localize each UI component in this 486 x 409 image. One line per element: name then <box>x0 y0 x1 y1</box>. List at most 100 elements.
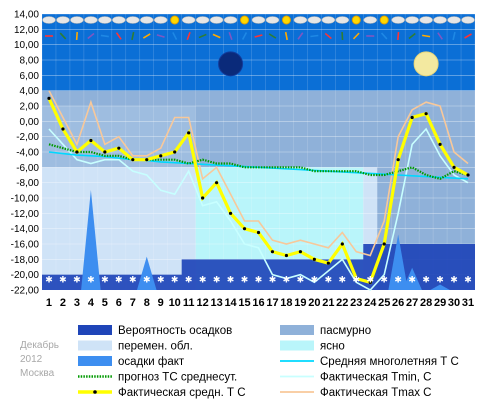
x-tick-label: 14 <box>224 297 237 309</box>
tavg-point <box>173 150 177 154</box>
wind-arrow-icon <box>142 33 151 39</box>
legend-label-tavg: Фактическая средн. Т С <box>118 387 246 399</box>
wind-arrow-icon <box>59 32 67 40</box>
snowflake-icon: ✱ <box>115 275 123 285</box>
tavg-point <box>396 158 400 162</box>
x-tick-label: 16 <box>252 297 264 309</box>
legend-swatch-partly <box>78 340 112 351</box>
wind-arrow-icon <box>268 33 277 39</box>
snowflake-icon: ✱ <box>339 275 347 285</box>
y-tick-label: -16,00 <box>11 240 40 251</box>
tavg-point <box>298 250 303 254</box>
tavg-point <box>466 173 470 177</box>
tavg-point <box>256 230 261 235</box>
sun-icon <box>379 15 389 25</box>
snowflake-icon: ✱ <box>59 275 67 285</box>
cloud-icon <box>140 16 154 24</box>
cloud-icon <box>433 16 447 24</box>
y-tick-label: 14,00 <box>14 10 39 21</box>
legend-swatch-clear <box>280 340 314 351</box>
wind-arrow-icon <box>115 32 122 40</box>
precip-fact-spike <box>136 256 157 290</box>
tavg-point <box>242 227 247 231</box>
x-tick-label: 25 <box>378 297 390 309</box>
snowflake-icon: ✱ <box>185 275 193 285</box>
full-moon-icon <box>413 51 439 77</box>
x-tick-label: 3 <box>74 297 80 309</box>
snowflake-icon: ✱ <box>45 275 53 285</box>
cloud-icon <box>405 16 419 24</box>
meta-month: Декабрь <box>20 339 59 351</box>
snowflake-icon: ✱ <box>101 275 109 285</box>
cloud-icon <box>70 16 84 24</box>
tavg-point <box>214 181 219 185</box>
cloud-icon <box>153 16 168 24</box>
y-tick-label: 12,00 <box>14 25 39 36</box>
snowflake-icon: ✱ <box>422 275 430 285</box>
tavg-point <box>61 127 65 131</box>
tavg-point <box>187 131 191 135</box>
cloud-icon <box>84 16 98 24</box>
x-tick-label: 10 <box>169 297 181 309</box>
tavg-point <box>75 150 79 154</box>
snowflake-icon: ✱ <box>241 275 249 285</box>
moon-phases <box>218 51 439 77</box>
legend-swatch-precip_prob <box>78 325 112 335</box>
x-tick-label: 20 <box>308 297 320 309</box>
wind-arrow-icon <box>452 31 456 41</box>
tavg-point <box>89 138 93 143</box>
tavg-point <box>382 242 386 246</box>
tavg-point <box>270 250 275 254</box>
wind-arrow-icon <box>131 31 135 41</box>
y-tick-label: -18,00 <box>11 255 40 266</box>
y-tick-label: -10,00 <box>11 194 40 205</box>
wind-arrow-icon <box>172 32 178 40</box>
wind-arrow-icon <box>156 34 165 38</box>
snowflake-icon: ✱ <box>283 275 291 285</box>
snowflake-icon: ✱ <box>227 275 235 285</box>
cloud-icon <box>265 16 280 24</box>
x-tick-label: 17 <box>266 297 278 309</box>
cloud-icon <box>461 16 475 24</box>
y-tick-label: 4,00 <box>20 86 40 97</box>
precipitation-layer <box>42 189 475 290</box>
snowflake-icon: ✱ <box>450 275 458 285</box>
meta-city: Москва <box>20 368 55 379</box>
wind-arrow-icon <box>87 32 95 40</box>
legend: Вероятность осадков перемен. обл. осадки ф… <box>78 325 459 399</box>
x-tick-label: 5 <box>102 297 108 309</box>
tavg-point <box>228 211 233 215</box>
cloud-icon <box>181 16 196 24</box>
snowflake-icon: ✱ <box>408 275 416 285</box>
wind-arrow-icon <box>464 33 472 39</box>
wind-arrow-icon <box>380 32 388 40</box>
legend-swatch-precip_fact <box>78 356 112 366</box>
meta-year: 2012 <box>20 354 43 365</box>
wind-arrow-icon <box>437 32 443 40</box>
tavg-point <box>326 261 330 265</box>
x-tick-label: 28 <box>420 297 432 309</box>
y-tick-label: 10,00 <box>14 40 39 51</box>
wind-arrow-icon <box>198 33 207 39</box>
tavg-point <box>159 154 163 158</box>
tavg-point <box>117 146 121 150</box>
snowflake-icon: ✱ <box>325 275 333 285</box>
snowflake-icon: ✱ <box>311 275 319 285</box>
x-tick-label: 29 <box>434 297 446 309</box>
temperature-lines: ✱ ✱ ✱ ✱ ✱ ✱ ✱ ✱ ✱ ✱ ✱ ✱ ✱ ✱ ✱ ✱ ✱ ✱ ✱ ✱ ✱ ✱ ✱ ✱ ✱ ✱ ✱ ✱ ✱ ✱ ✱ <box>45 90 472 292</box>
snowflake-icon: ✱ <box>436 275 444 285</box>
snowflake-icon: ✱ <box>380 275 388 285</box>
cloud-icon <box>251 16 266 24</box>
tavg-point <box>131 158 135 162</box>
x-tick-label: 6 <box>116 297 122 309</box>
wind-arrow-icon <box>422 34 431 38</box>
precip-fact-spike <box>430 284 450 290</box>
x-tick-label: 11 <box>183 297 195 309</box>
y-tick-label: -6,00 <box>16 163 39 174</box>
x-tick-label: 7 <box>130 297 136 309</box>
wind-arrow-icon <box>324 32 332 40</box>
snowflake-icon: ✱ <box>87 275 95 285</box>
x-tick-label: 12 <box>197 297 209 309</box>
tavg-point <box>424 112 428 116</box>
legend-label-tmin: Фактическая Tmin, C <box>320 372 431 384</box>
